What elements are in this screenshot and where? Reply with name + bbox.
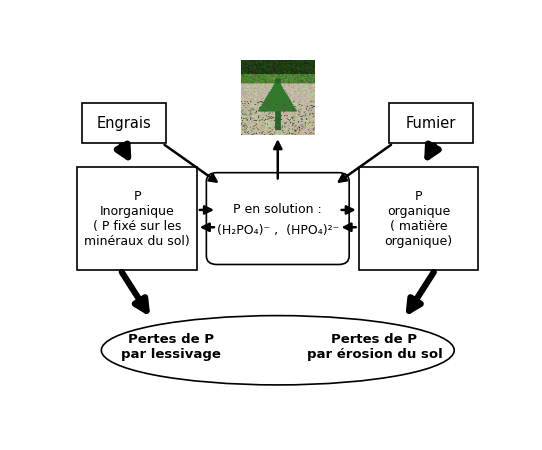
FancyBboxPatch shape bbox=[389, 104, 473, 143]
Text: P
Inorganique
( P fixé sur les
minéraux du sol): P Inorganique ( P fixé sur les minéraux … bbox=[84, 189, 190, 248]
FancyBboxPatch shape bbox=[77, 167, 197, 270]
Text: Pertes de P
par lessivage: Pertes de P par lessivage bbox=[121, 333, 221, 361]
Text: (H₂PO₄)⁻ ,  (HPO₄)²⁻: (H₂PO₄)⁻ , (HPO₄)²⁻ bbox=[217, 224, 339, 237]
Text: P
organique
( matière
organique): P organique ( matière organique) bbox=[384, 189, 453, 248]
Ellipse shape bbox=[101, 315, 454, 385]
Text: Engrais: Engrais bbox=[97, 116, 152, 131]
FancyBboxPatch shape bbox=[82, 104, 166, 143]
Text: Fumier: Fumier bbox=[406, 116, 456, 131]
FancyBboxPatch shape bbox=[359, 167, 479, 270]
Text: P en solution :: P en solution : bbox=[234, 203, 322, 216]
Text: Pertes de P
par érosion du sol: Pertes de P par érosion du sol bbox=[307, 333, 442, 361]
FancyBboxPatch shape bbox=[207, 173, 349, 265]
